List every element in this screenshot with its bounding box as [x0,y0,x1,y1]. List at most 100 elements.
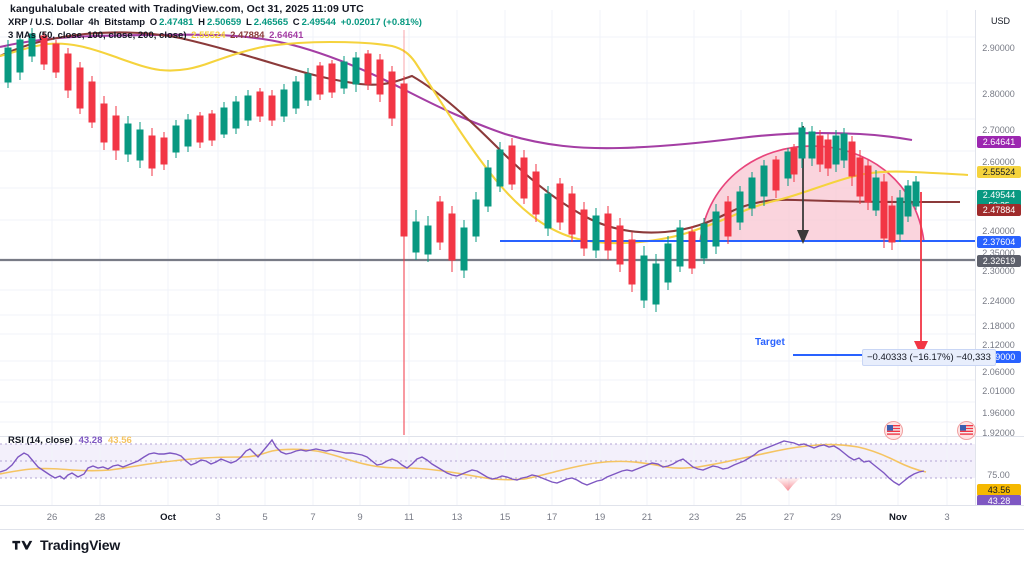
measured-move-label[interactable]: −0.40333 (−16.17%) −40,333 [862,349,996,366]
brand-bar: TradingView [0,529,1024,561]
rsi-ma-badge[interactable]: 43.56 [977,484,1021,496]
legend-low-label: L [245,17,252,28]
price-axis-tick: 2.60000 [982,157,1015,167]
price-axis-tick: 2.06000 [982,367,1015,377]
legend-close-value: 2.49544 [301,17,336,28]
rsi-band [0,444,975,478]
ma50-badge-value: 2.55524 [982,167,1016,177]
legend-symbol-row[interactable]: XRP / U.S. Dollar 4h Bitstamp O 2.47481 H 2.… [8,17,424,29]
time-axis-tick: 28 [94,512,106,523]
attribution-text: kanguhalubale created with TradingView.c… [10,3,364,15]
time-axis-tick: Oct [160,512,176,523]
time-axis-tick: 3 [215,512,221,523]
price-axis-tick: 1.96000 [982,408,1015,418]
time-axis-tick: 11 [404,512,414,523]
legend-ma200-value: 2.64641 [269,30,304,41]
economic-event-flag-icon-2[interactable] [957,421,976,440]
price-axis-tick: 2.24000 [982,296,1015,306]
price-axis-tick: 1.92000 [982,428,1015,438]
rsi-badge[interactable]: 43.28 [977,495,1021,507]
ma50-badge[interactable]: 2.55524 [977,166,1021,178]
chart-legend[interactable]: XRP / U.S. Dollar 4h Bitstamp O 2.47481 H 2.… [8,17,424,42]
candlestick-series[interactable] [4,28,920,435]
price-axis-unit: USD [990,16,1010,26]
time-axis-tick: 23 [688,512,700,523]
rsi-badge-value: 43.28 [987,496,1011,506]
legend-low-value: 2.46565 [253,17,289,28]
pane-divider [0,436,975,437]
legend-high-value: 2.50659 [206,17,242,28]
ma200-badge-value: 2.64641 [982,137,1016,147]
time-axis-tick: 21 [641,512,653,523]
rsi-oversold-fill [775,478,800,491]
time-axis-tick: 13 [451,512,463,523]
price-chart-svg [0,10,975,435]
target-annotation-label[interactable]: Target [755,337,785,348]
legend-ma100-value: 2.47884 [230,30,265,41]
price-axis-tick: 2.01000 [982,386,1015,396]
legend-open-value: 2.47481 [159,17,194,28]
legend-open-label: O [149,17,158,28]
price-axis-tick: 2.80000 [982,89,1015,99]
time-axis-tick: 17 [546,512,558,523]
ma100-badge-value: 2.47884 [982,205,1016,215]
target-down-arrow[interactable] [914,192,928,356]
time-axis-tick: 29 [830,512,842,523]
time-axis-tick: 5 [262,512,268,523]
us-flag-icon [960,425,973,435]
price-axis-tick: 2.90000 [982,43,1015,53]
axis-rsi-divider [975,436,1024,437]
support-badge-value: 2.37604 [982,237,1016,247]
ma200-badge[interactable]: 2.64641 [977,136,1021,148]
gray-level-badge-value: 2.32619 [982,256,1016,266]
rsi-legend-title[interactable]: RSI (14, close) [8,435,73,446]
time-axis-tick: 19 [594,512,606,523]
legend-ma-title[interactable]: 3 MAs (50, close, 100, close, 200, close… [8,30,187,41]
ma100-badge[interactable]: 2.47884 [977,204,1021,216]
rsi-legend-ma-value: 43.56 [108,435,132,446]
last-price-badge-value: 2.49544 [982,190,1016,200]
tradingview-logo-icon [12,540,33,550]
rsi-line [0,438,925,486]
rsi-legend[interactable]: RSI (14, close) 43.28 43.56 [8,435,132,446]
rsi-ma-line [0,443,927,481]
rsi-pane[interactable]: RSI (14, close) 43.28 43.56 [0,435,975,505]
price-axis-tick: 75.00 [987,470,1010,480]
rsi-ma-badge-value: 43.56 [987,485,1011,495]
legend-close-label: C [292,17,300,28]
legend-exchange[interactable]: Bitstamp [104,17,146,28]
main-price-pane[interactable] [0,10,975,435]
time-axis-tick: 27 [783,512,795,523]
us-flag-icon [887,425,900,435]
price-axis-tick: 2.35000 [982,248,1015,258]
time-axis[interactable]: 26 28 Oct 3 5 7 9 11 13 15 17 19 21 23 25 27 29 Nov 3 [0,505,1024,530]
rsi-chart-svg [0,437,975,505]
legend-change-value: +0.02017 (+0.81%) [340,17,422,28]
time-axis-tick: 26 [46,512,58,523]
tradingview-brand[interactable]: TradingView [12,537,120,553]
rsi-legend-value: 43.28 [78,435,103,446]
price-axis-tick: 2.12000 [982,340,1015,350]
price-axis[interactable]: USD 2.900002.800002.700002.600002.500002… [975,10,1024,517]
ma50-line [0,40,969,245]
price-axis-tick: 2.18000 [982,321,1015,331]
time-axis-tick: 7 [310,512,316,523]
tradingview-brand-text: TradingView [40,537,121,553]
time-axis-tick: 3 [944,512,950,523]
legend-ma50-value: 2.55524 [191,30,226,41]
legend-ma-row[interactable]: 3 MAs (50, close, 100, close, 200, close… [8,30,424,42]
legend-symbol[interactable]: XRP / U.S. Dollar [8,17,84,28]
time-axis-tick: 15 [499,512,511,523]
support-badge[interactable]: 2.37604 [977,236,1021,248]
time-axis-tick: Nov [889,512,907,523]
legend-high-label: H [198,17,205,28]
time-axis-tick: 9 [357,512,363,523]
economic-event-flag-icon-1[interactable] [884,421,903,440]
time-axis-tick: 25 [735,512,747,523]
target-badge-value: 2.09000 [982,352,1016,362]
price-axis-tick: 2.30000 [982,266,1015,276]
price-axis-tick: 2.70000 [982,125,1015,135]
legend-timeframe[interactable]: 4h [88,17,100,28]
gray-level-badge[interactable]: 2.32619 [977,255,1021,267]
